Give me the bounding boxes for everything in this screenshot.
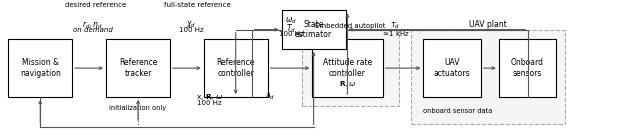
FancyBboxPatch shape — [312, 39, 383, 97]
Text: Reference
tracker: Reference tracker — [119, 58, 157, 78]
Text: $\mathbf{R}, \omega$: $\mathbf{R}, \omega$ — [339, 79, 356, 89]
Text: 100 Hz: 100 Hz — [179, 27, 204, 33]
Text: full-state reference: full-state reference — [164, 2, 231, 8]
FancyBboxPatch shape — [282, 10, 346, 49]
FancyBboxPatch shape — [8, 39, 72, 97]
Text: desired reference: desired reference — [65, 2, 126, 8]
Text: State
estimator: State estimator — [295, 20, 332, 39]
Text: onboard sensor data: onboard sensor data — [422, 108, 492, 114]
Text: $\approx\!1$ kHz: $\approx\!1$ kHz — [381, 29, 410, 38]
FancyBboxPatch shape — [412, 30, 564, 124]
Text: $a_d$: $a_d$ — [265, 91, 275, 102]
Text: $\chi_d$: $\chi_d$ — [186, 19, 196, 30]
FancyBboxPatch shape — [106, 39, 170, 97]
Text: x, $\mathbf{R}$, $\omega$: x, $\mathbf{R}$, $\omega$ — [196, 91, 223, 101]
Text: $\omega_d$: $\omega_d$ — [285, 15, 297, 26]
Text: on demand: on demand — [73, 27, 113, 33]
Text: 100 Hz: 100 Hz — [279, 31, 303, 37]
Text: UAV
actuators: UAV actuators — [434, 58, 470, 78]
Text: Embedded autopilot: Embedded autopilot — [316, 23, 386, 29]
Text: Mission &
navigation: Mission & navigation — [20, 58, 61, 78]
FancyBboxPatch shape — [302, 30, 399, 106]
Text: 100 Hz: 100 Hz — [197, 100, 222, 106]
Text: Reference
controller: Reference controller — [216, 58, 255, 78]
Text: initialization only: initialization only — [109, 105, 166, 111]
Text: UAV plant: UAV plant — [469, 20, 507, 29]
Text: Attitude rate
controller: Attitude rate controller — [323, 58, 372, 78]
Text: $\tau_d$: $\tau_d$ — [390, 21, 401, 31]
FancyBboxPatch shape — [204, 39, 268, 97]
FancyBboxPatch shape — [424, 39, 481, 97]
Text: $r_d, \eta_d$: $r_d, \eta_d$ — [82, 19, 103, 31]
Text: $T_d$: $T_d$ — [286, 23, 296, 35]
Text: Onboard
sensors: Onboard sensors — [511, 58, 544, 78]
FancyBboxPatch shape — [499, 39, 556, 97]
